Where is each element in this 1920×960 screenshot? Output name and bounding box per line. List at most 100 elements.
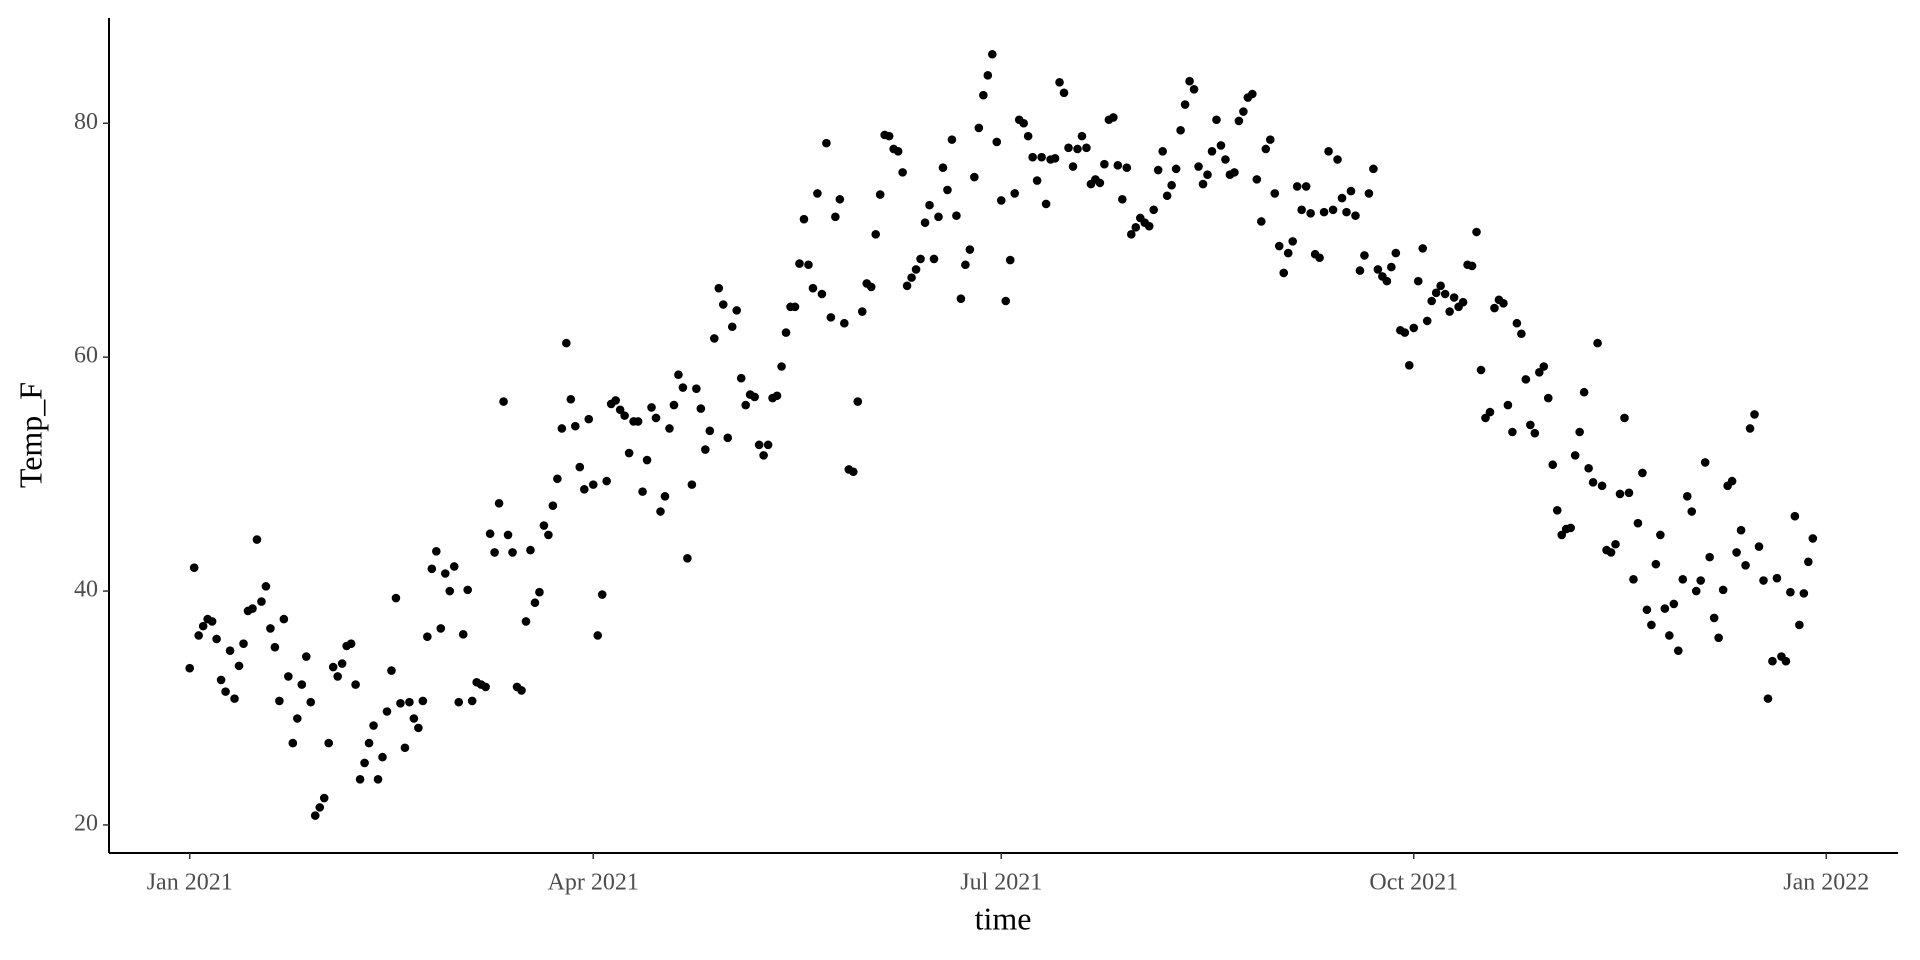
point (252, 535, 262, 544)
point (1288, 237, 1297, 246)
point (1682, 492, 1692, 501)
point (831, 212, 840, 222)
point (1759, 576, 1768, 585)
point (938, 163, 948, 172)
point (1270, 189, 1280, 198)
point (952, 211, 961, 220)
point (1216, 141, 1226, 150)
point (992, 137, 1002, 147)
point (454, 697, 464, 707)
point (1440, 289, 1450, 299)
point (718, 300, 728, 309)
point (1387, 262, 1396, 272)
point (665, 424, 674, 433)
point (1162, 191, 1172, 201)
point (1261, 144, 1271, 154)
point (943, 185, 952, 195)
point (1230, 168, 1239, 177)
point (1315, 253, 1324, 263)
point (1346, 186, 1356, 196)
point (1517, 329, 1526, 339)
point (440, 569, 450, 578)
point (1570, 451, 1580, 460)
y-tick-label: 40 (74, 577, 98, 603)
point (835, 194, 845, 204)
point (701, 445, 710, 454)
point (548, 501, 558, 510)
point (1153, 165, 1163, 175)
point (651, 413, 661, 423)
point (364, 738, 374, 748)
point (1126, 230, 1136, 239)
point (1638, 468, 1647, 478)
point (1351, 211, 1360, 220)
point (1203, 170, 1212, 180)
point (458, 630, 468, 639)
point (741, 400, 750, 410)
point (445, 586, 455, 596)
point (535, 587, 544, 597)
x-tick-label: Jan 2021 (147, 870, 233, 896)
point (1647, 620, 1656, 630)
point (1449, 293, 1459, 302)
point (432, 546, 441, 556)
point (1413, 276, 1423, 286)
point (1055, 78, 1064, 87)
point (965, 245, 975, 254)
point (1786, 587, 1795, 597)
point (1176, 125, 1185, 135)
point (920, 218, 930, 227)
point (1521, 375, 1531, 384)
point (1804, 557, 1813, 567)
point (1073, 144, 1082, 154)
point (485, 529, 495, 539)
point (1656, 530, 1665, 540)
point (234, 661, 244, 671)
point (257, 597, 266, 606)
point (1207, 147, 1217, 156)
point (1732, 548, 1741, 557)
point (1342, 207, 1351, 217)
point (1660, 604, 1670, 613)
point (907, 273, 916, 282)
point (1512, 318, 1522, 328)
point (1122, 163, 1132, 172)
point (1283, 248, 1293, 258)
point (1301, 182, 1311, 191)
point (1189, 85, 1199, 94)
point (463, 585, 472, 595)
point (750, 392, 759, 402)
point (1593, 338, 1602, 348)
point (521, 617, 531, 626)
point (705, 426, 715, 436)
point (696, 404, 706, 413)
point (638, 487, 647, 496)
point (1436, 281, 1445, 291)
point (1579, 387, 1589, 397)
point (499, 397, 508, 406)
point (1584, 463, 1593, 473)
point (400, 743, 410, 753)
point (588, 480, 598, 489)
point (853, 397, 863, 406)
point (494, 499, 504, 508)
point (239, 639, 248, 648)
point (1548, 460, 1558, 470)
point (1158, 147, 1167, 156)
point (1234, 116, 1244, 126)
point (678, 383, 688, 392)
point (611, 396, 620, 405)
point (355, 775, 365, 784)
point (934, 212, 943, 222)
point (275, 696, 284, 706)
point (1360, 251, 1369, 260)
point (266, 624, 275, 633)
point (319, 793, 329, 803)
point (301, 652, 311, 661)
point (230, 694, 239, 703)
point (315, 803, 325, 812)
point (1297, 205, 1306, 215)
point (925, 200, 934, 210)
point (1799, 589, 1809, 598)
point (248, 604, 257, 613)
